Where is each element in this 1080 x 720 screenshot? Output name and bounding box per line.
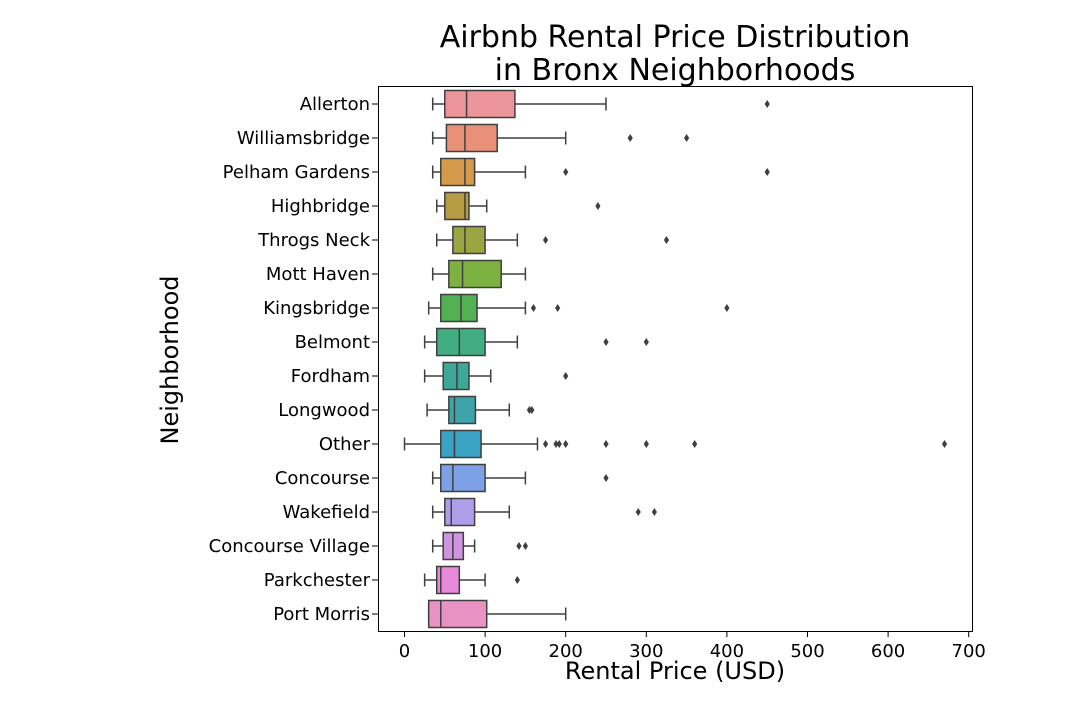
box-williamsbridge bbox=[431, 123, 690, 153]
outlier-point bbox=[635, 508, 641, 516]
box-iqr bbox=[427, 599, 488, 629]
box-iqr bbox=[444, 89, 516, 119]
plot-area bbox=[403, 89, 948, 629]
plot-frame bbox=[378, 86, 973, 632]
box-allerton bbox=[431, 89, 770, 119]
box-iqr bbox=[444, 497, 476, 527]
x-tick-label: 400 bbox=[710, 641, 744, 662]
chart-title: Airbnb Rental Price Distribution in Bronx… bbox=[440, 20, 911, 88]
outlier-point bbox=[724, 304, 730, 312]
x-tick-label: 600 bbox=[871, 641, 905, 662]
box-concourse bbox=[431, 463, 609, 493]
box-parkchester bbox=[423, 565, 520, 595]
box-iqr bbox=[448, 395, 477, 425]
x-tick-label: 700 bbox=[952, 641, 986, 662]
y-tick-label: Wakefield bbox=[283, 502, 370, 523]
box-highbridge bbox=[435, 191, 601, 221]
y-tick-label: Kingsbridge bbox=[263, 298, 370, 319]
y-tick-label: Highbridge bbox=[271, 196, 370, 217]
y-tick-label: Williamsbridge bbox=[237, 128, 370, 149]
outlier-point bbox=[663, 236, 670, 244]
outlier-point bbox=[941, 440, 948, 448]
y-tick-label: Throgs Neck bbox=[257, 230, 370, 251]
box-iqr bbox=[445, 123, 498, 153]
outlier-point bbox=[556, 440, 562, 448]
y-tick-label: Mott Haven bbox=[266, 264, 370, 285]
chart-title-line: in Bronx Neighborhoods bbox=[495, 53, 856, 88]
outlier-point bbox=[595, 202, 601, 210]
y-tick-label: Concourse Village bbox=[209, 536, 370, 557]
outlier-point bbox=[530, 304, 537, 312]
outlier-point bbox=[764, 168, 770, 176]
outlier-point bbox=[514, 576, 520, 584]
outlier-point bbox=[563, 440, 569, 448]
box-iqr bbox=[435, 565, 461, 595]
outlier-point bbox=[627, 134, 633, 142]
box-iqr bbox=[452, 225, 486, 255]
box-mott-haven bbox=[431, 259, 527, 289]
outlier-point bbox=[542, 440, 549, 448]
outlier-point bbox=[692, 440, 698, 448]
box-iqr bbox=[442, 361, 470, 391]
outlier-point bbox=[563, 372, 569, 380]
x-tick-label: 0 bbox=[399, 641, 410, 662]
y-axis-label: Neighborhood bbox=[156, 275, 184, 444]
outlier-point bbox=[542, 236, 549, 244]
y-tick-label: Belmont bbox=[295, 332, 370, 353]
y-tick-label: Allerton bbox=[300, 94, 370, 115]
outlier-point bbox=[522, 542, 528, 550]
x-tick-label: 300 bbox=[629, 641, 663, 662]
x-tick-label: 200 bbox=[549, 641, 583, 662]
box-concourse-village bbox=[431, 531, 528, 561]
outlier-point bbox=[563, 168, 569, 176]
outlier-point bbox=[643, 440, 649, 448]
x-tick-label: 100 bbox=[468, 641, 502, 662]
outlier-point bbox=[764, 100, 770, 108]
y-axis: Allerton Williamsbridge Pelham Gardens High… bbox=[209, 94, 378, 625]
outlier-point bbox=[651, 508, 657, 516]
x-tick-label: 500 bbox=[790, 641, 824, 662]
box-iqr bbox=[440, 463, 486, 493]
outlier-point bbox=[603, 474, 609, 482]
box-throgs-neck bbox=[435, 225, 670, 255]
outlier-point bbox=[603, 440, 609, 448]
outlier-point bbox=[555, 304, 561, 312]
box-other bbox=[403, 429, 948, 459]
x-axis-label: Rental Price (USD) bbox=[565, 657, 785, 685]
y-tick-label: Concourse bbox=[275, 468, 370, 489]
y-tick-label: Fordham bbox=[291, 366, 370, 387]
chart-title-line: Airbnb Rental Price Distribution bbox=[440, 20, 911, 55]
box-fordham bbox=[423, 361, 569, 391]
box-wakefield bbox=[431, 497, 657, 527]
outlier-point bbox=[553, 440, 559, 448]
box-iqr bbox=[440, 293, 478, 323]
y-tick-label: Longwood bbox=[278, 400, 370, 421]
box-iqr bbox=[440, 429, 482, 459]
box-iqr bbox=[435, 327, 486, 357]
outlier-point bbox=[684, 134, 690, 142]
box-longwood bbox=[426, 395, 535, 425]
outlier-point bbox=[529, 406, 535, 414]
y-tick-label: Parkchester bbox=[264, 570, 371, 591]
box-iqr bbox=[440, 157, 476, 187]
y-tick-label: Pelham Gardens bbox=[223, 162, 370, 183]
outlier-point bbox=[603, 338, 609, 346]
box-pelham-gardens bbox=[431, 157, 770, 187]
y-tick-label: Other bbox=[319, 434, 371, 455]
box-kingsbridge bbox=[427, 293, 730, 323]
outlier-point bbox=[643, 338, 649, 346]
x-axis: 0 100 200 300 400 500 600 700 bbox=[399, 631, 986, 662]
box-port-morris bbox=[427, 599, 567, 629]
box-iqr bbox=[448, 259, 502, 289]
outlier-point bbox=[516, 542, 522, 550]
y-tick-label: Port Morris bbox=[273, 604, 370, 625]
box-belmont bbox=[423, 327, 649, 357]
